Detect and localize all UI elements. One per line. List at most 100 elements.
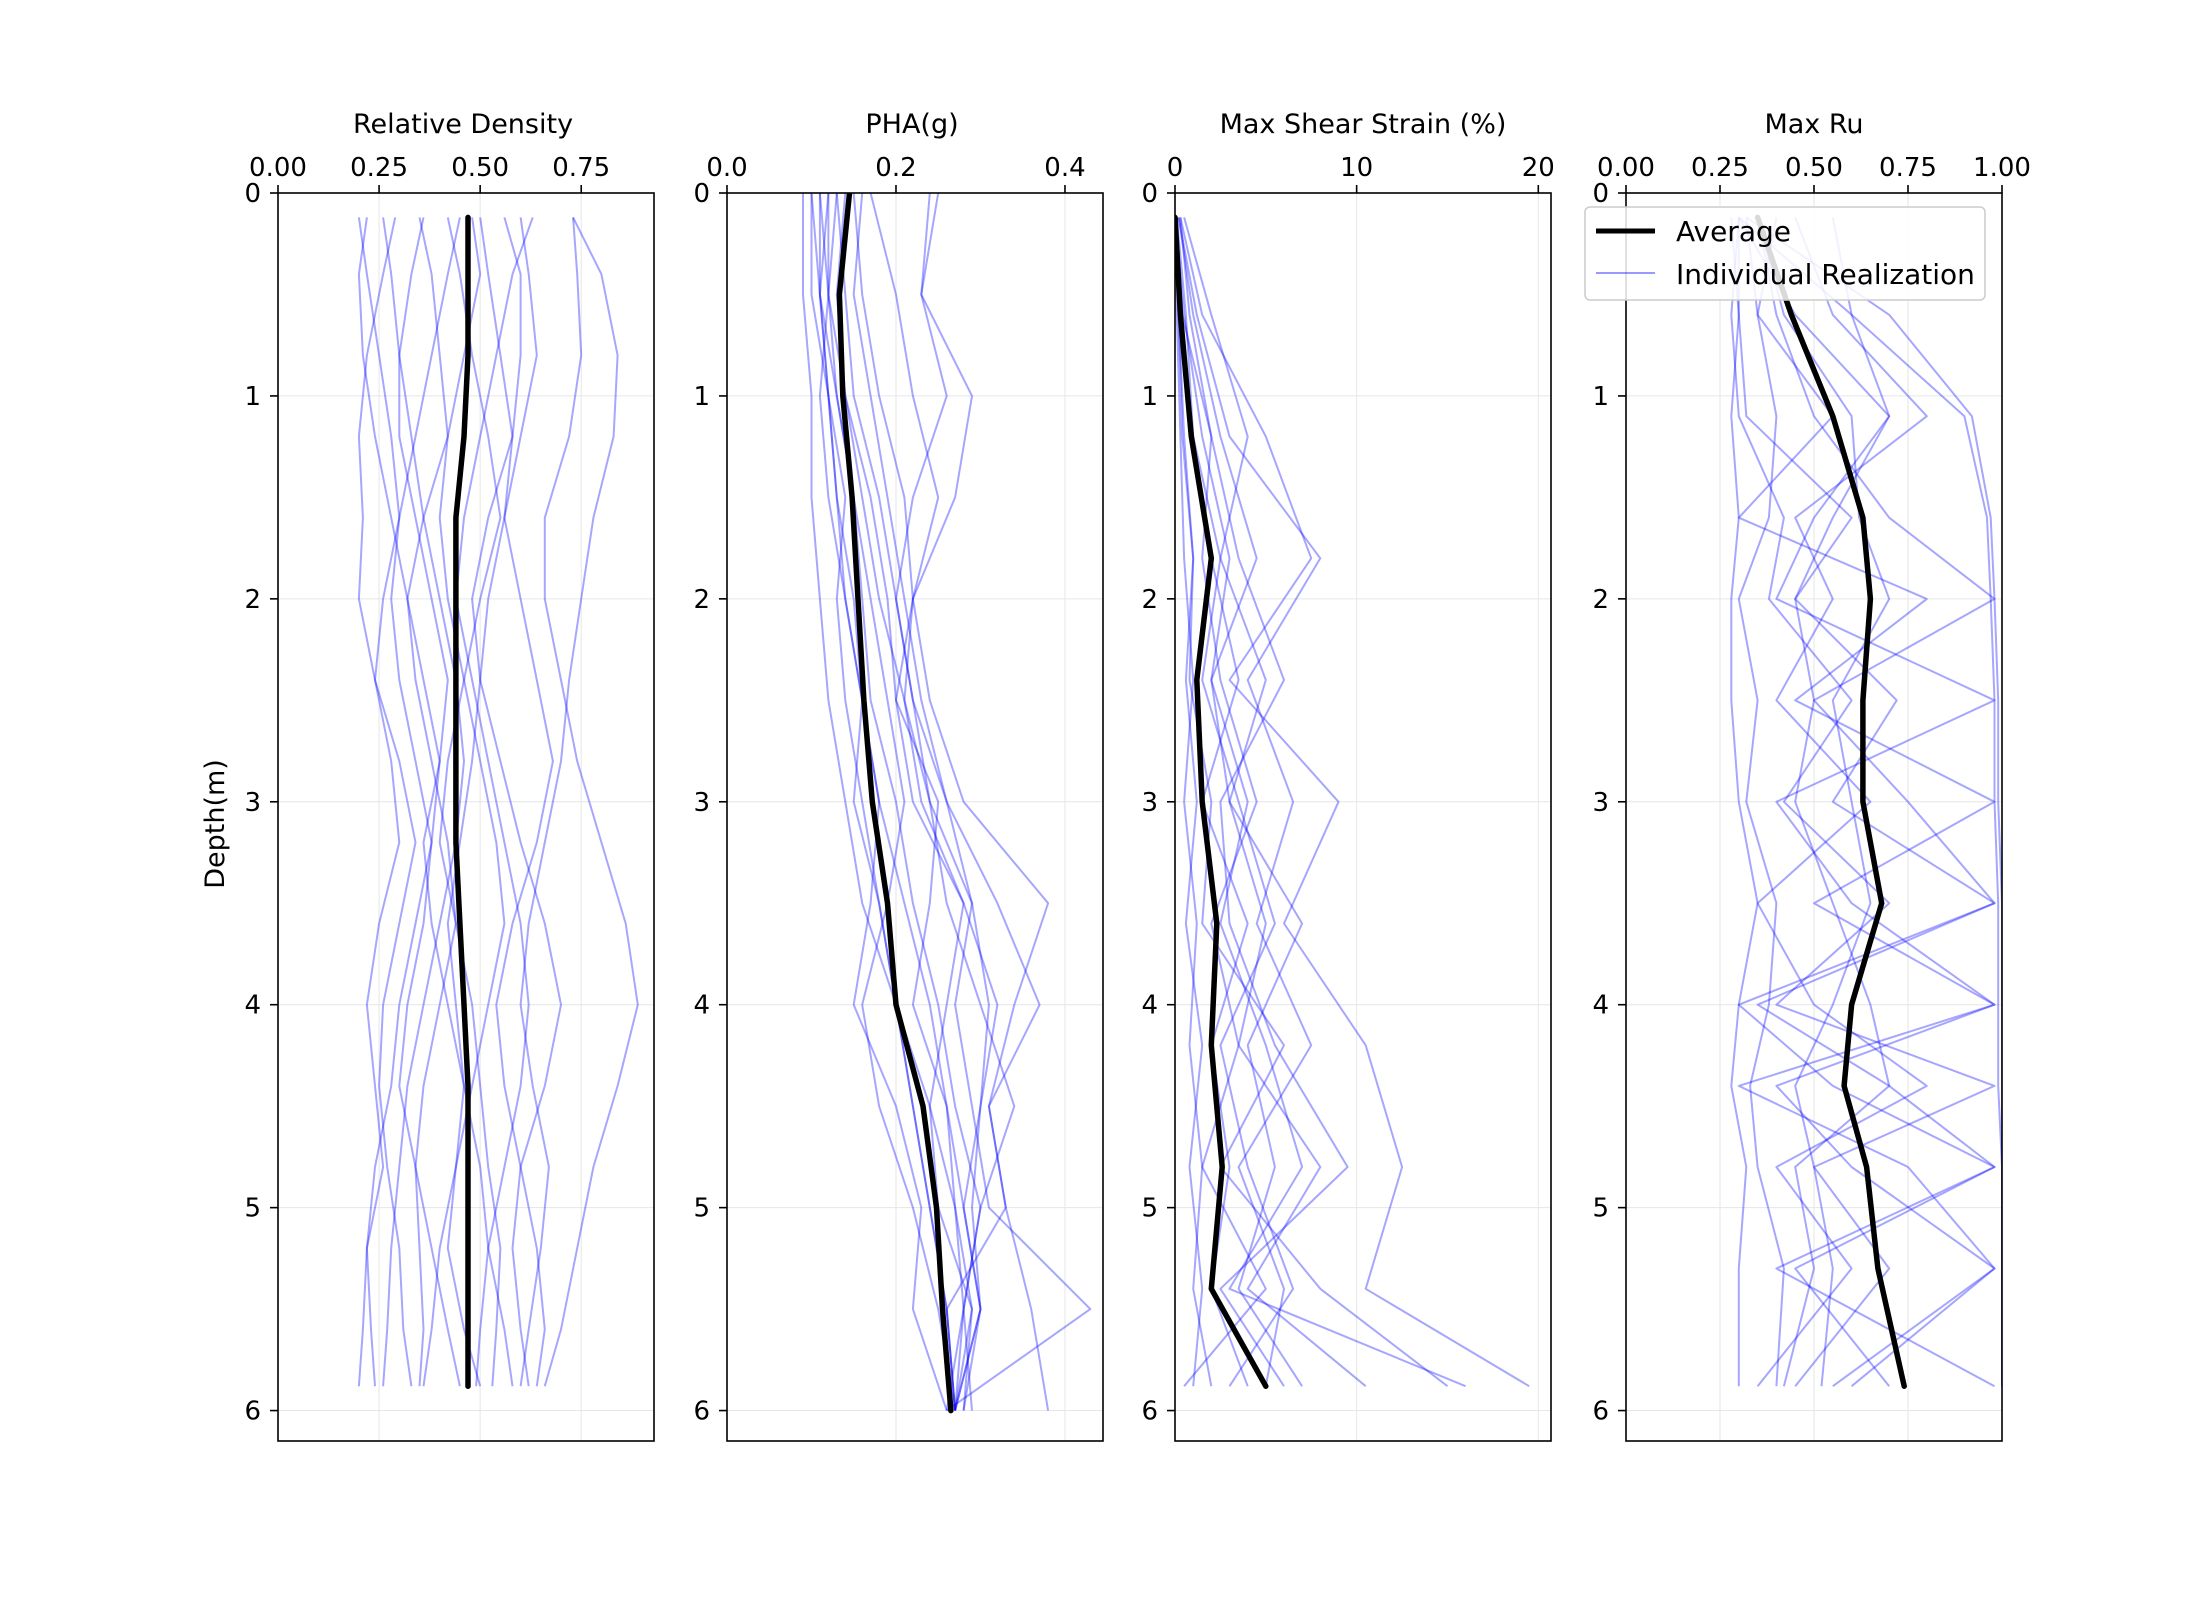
max-ru-ytick-label-0: 0 <box>1592 179 1609 209</box>
pha-ytick-label-6: 6 <box>693 1397 710 1427</box>
relative-density-ytick-label-1: 1 <box>244 382 261 412</box>
max-shear-strain-panel: Max Shear Strain (%) 0 10 20 0 1 2 3 4 5 6 <box>1141 109 1555 1442</box>
max-ru-realization-0 <box>1738 216 2002 1387</box>
max-shear-strain-realization-7 <box>1183 217 1304 1387</box>
max-ru-ytick-label-4: 4 <box>1592 991 1609 1021</box>
pha-realization-13 <box>818 193 948 1411</box>
pha-ytick-label-3: 3 <box>693 788 710 818</box>
pha-realization-1 <box>810 193 957 1411</box>
pha-xtick-label-0: 0.0 <box>706 153 747 183</box>
max-ru-xtick-label-0: 0.00 <box>1597 153 1655 183</box>
pha-ytick-label-1: 1 <box>693 382 710 412</box>
pha-realization-7 <box>903 193 1092 1412</box>
relative-density-realization-4 <box>446 217 514 1387</box>
max-shear-strain-ytick-label-4: 4 <box>1141 991 1158 1021</box>
relative-density-realization-14 <box>495 217 554 1387</box>
pha-frame <box>726 192 1104 1442</box>
max-shear-strain-average-line <box>1175 214 1269 1389</box>
max-ru-realization-1 <box>1745 216 2002 1387</box>
max-ru-realization-8 <box>1756 217 1928 1387</box>
max-ru-realization-7 <box>1730 217 1759 1387</box>
max-ru-xtick-label-3: 0.75 <box>1879 153 1937 183</box>
relative-density-realization-7 <box>543 217 639 1387</box>
relative-density-realization-10 <box>390 217 461 1387</box>
pha-xtick-label-2: 0.4 <box>1044 153 1085 183</box>
max-ru-realization-4 <box>1730 217 1996 1387</box>
max-ru-realization-9 <box>1737 217 1785 1387</box>
max-ru-panel: Max Ru 0.00 0.25 0.50 0.75 1.00 0 1 2 3 4 5 6 <box>1592 109 2031 1442</box>
max-ru-realization-10 <box>1756 217 1891 1387</box>
pha-realization-10 <box>818 193 957 1411</box>
max-shear-strain-realization-4 <box>1175 217 1449 1387</box>
pha-xtick-label-1: 0.2 <box>875 153 916 183</box>
pha-realization-5 <box>852 193 999 1411</box>
relative-density-ytick-label-3: 3 <box>244 788 261 818</box>
legend-box <box>1584 206 1986 301</box>
relative-density-frame <box>277 192 655 1442</box>
max-shear-strain-realization-8 <box>1175 217 1267 1387</box>
max-ru-average-line <box>1754 214 1907 1389</box>
relative-density-realization-6 <box>454 217 534 1387</box>
max-shear-strain-realization-6 <box>1175 217 1213 1387</box>
max-shear-strain-ytick-label-5: 5 <box>1141 1194 1158 1224</box>
relative-density-realization-8 <box>519 216 619 1387</box>
legend: Average Individual Realization <box>1584 206 1986 301</box>
max-shear-strain-ytick-label-2: 2 <box>1141 585 1158 615</box>
relative-density-title: Relative Density <box>353 109 573 140</box>
max-ru-ytick-label-6: 6 <box>1592 1397 1609 1427</box>
max-shear-strain-xtick-label-0: 0 <box>1167 153 1184 183</box>
relative-density-realization-3 <box>438 217 502 1387</box>
pha-realization-4 <box>835 193 1016 1411</box>
legend-average-label: Average <box>1676 215 1791 248</box>
relative-density-realization-0 <box>357 217 401 1387</box>
pha-realization-6 <box>869 193 1050 1411</box>
max-shear-strain-realization-2 <box>1177 217 1367 1387</box>
pha-panel: PHA(g) 0.0 0.2 0.4 0 1 2 3 4 5 6 <box>693 109 1104 1442</box>
relative-density-realization-9 <box>382 217 465 1387</box>
relative-density-xtick-label-3: 0.75 <box>552 153 610 183</box>
max-shear-strain-ytick-label-1: 1 <box>1141 382 1158 412</box>
relative-density-realization-12 <box>357 217 441 1387</box>
max-shear-strain-xtick-label-2: 20 <box>1522 153 1555 183</box>
max-ru-realization-2 <box>1737 217 1996 1388</box>
max-ru-realization-5 <box>1756 217 1996 1387</box>
max-shear-strain-realization-9 <box>1175 217 1204 1387</box>
relative-density-realizations <box>357 216 639 1387</box>
relative-density-average-line <box>453 214 471 1389</box>
max-shear-strain-ytick-label-0: 0 <box>1141 179 1158 209</box>
relative-density-xtick-label-1: 0.25 <box>350 153 408 183</box>
relative-density-ytick-label-0: 0 <box>244 179 261 209</box>
depth-axis-label: Depth(m) <box>200 759 231 889</box>
max-shear-strain-ytick-label-6: 6 <box>1141 1397 1158 1427</box>
legend-realization-label: Individual Realization <box>1676 258 1975 291</box>
max-ru-xtick-label-2: 0.50 <box>1785 153 1843 183</box>
pha-realization-14 <box>852 193 990 1411</box>
max-shear-strain-realization-0 <box>1175 217 1466 1388</box>
relative-density-ytick-label-5: 5 <box>244 1194 261 1224</box>
pha-realization-8 <box>895 193 1041 1411</box>
max-ru-realizations <box>1730 216 2002 1388</box>
max-ru-xtick-label-1: 0.25 <box>1691 153 1749 183</box>
relative-density-ytick-label-4: 4 <box>244 991 261 1021</box>
max-shear-strain-realization-10 <box>1179 217 1349 1387</box>
max-ru-xtick-label-4: 1.00 <box>1973 153 2031 183</box>
max-shear-strain-realization-5 <box>1177 217 1322 1387</box>
max-ru-realization-6 <box>1737 216 1996 1388</box>
relative-density-realization-11 <box>438 217 506 1387</box>
relative-density-realization-13 <box>398 217 465 1387</box>
relative-density-ytick-label-2: 2 <box>244 585 261 615</box>
pha-ytick-label-5: 5 <box>693 1194 710 1224</box>
pha-average-line <box>836 193 954 1414</box>
relative-density-xtick-label-0: 0.00 <box>249 153 307 183</box>
relative-density-ytick-label-6: 6 <box>244 1397 261 1427</box>
max-shear-strain-realization-11 <box>1175 217 1295 1387</box>
max-shear-strain-grid <box>1174 192 1551 1441</box>
pha-ytick-label-4: 4 <box>693 991 710 1021</box>
pha-ytick-label-0: 0 <box>693 179 710 209</box>
max-ru-ytick-label-1: 1 <box>1592 382 1609 412</box>
relative-density-xtick-label-2: 0.50 <box>451 153 509 183</box>
pha-realization-2 <box>818 193 982 1411</box>
max-shear-strain-xtick-label-1: 10 <box>1340 153 1373 183</box>
max-ru-title: Max Ru <box>1764 109 1863 140</box>
